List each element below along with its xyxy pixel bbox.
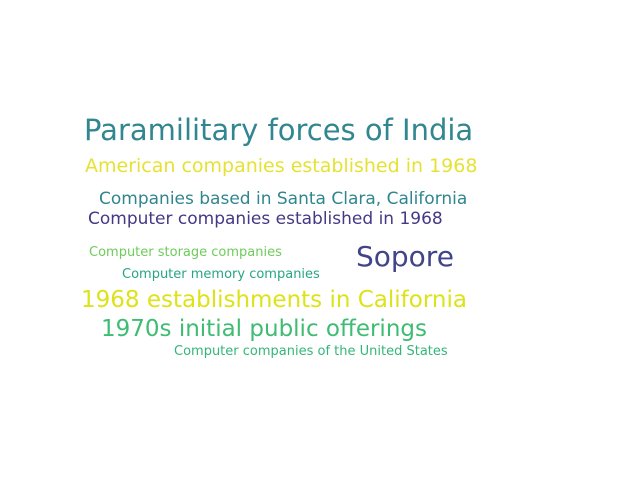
word-1970s-initial-public-offerings: 1970s initial public offerings bbox=[101, 316, 427, 342]
word-computer-companies-of-the-united-states: Computer companies of the United States bbox=[174, 344, 448, 359]
word-computer-storage-companies: Computer storage companies bbox=[89, 245, 282, 260]
word-companies-based-in-santa-clara: Companies based in Santa Clara, Californ… bbox=[99, 189, 468, 209]
word-computer-companies-established-in-1968: Computer companies established in 1968 bbox=[88, 209, 443, 229]
word-1968-establishments-in-california: 1968 establishments in California bbox=[81, 287, 467, 313]
word-sopore: Sopore bbox=[356, 240, 454, 273]
word-american-companies-established-in-1968: American companies established in 1968 bbox=[85, 155, 478, 177]
word-computer-memory-companies: Computer memory companies bbox=[122, 267, 320, 282]
word-paramilitary-forces-of-india: Paramilitary forces of India bbox=[84, 113, 474, 147]
